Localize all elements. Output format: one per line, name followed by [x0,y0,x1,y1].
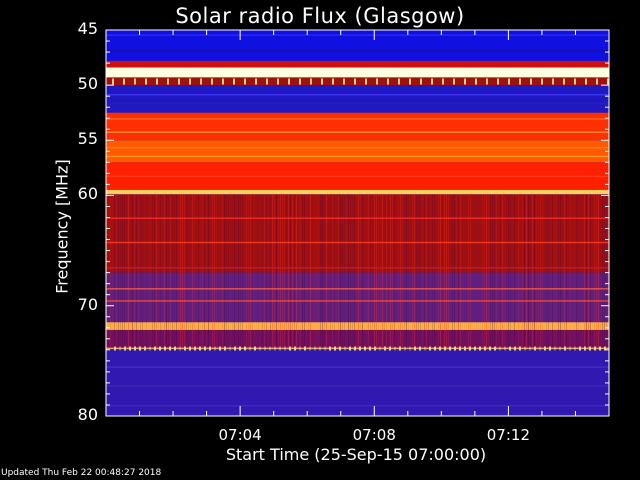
y-tick-label: 55 [77,129,98,149]
x-tick-label: 07:08 [352,426,396,444]
y-tick-label: 80 [77,405,98,424]
frequency-band-9 [106,194,609,273]
frequency-band-10 [106,272,609,323]
x-tick-label: 07:04 [218,426,262,444]
y-tick-label: 60 [77,184,98,204]
y-tick-label: 70 [77,294,98,314]
frequency-band-8 [106,189,609,195]
frequency-band-12 [106,329,609,350]
frequency-band-5 [106,112,609,141]
plot-frame [105,29,610,417]
frequency-band-3 [106,77,609,86]
frequency-band-6 [106,140,609,163]
frequency-band-1 [106,60,609,68]
frequency-band-4 [106,85,609,113]
frequency-band-11 [106,322,609,330]
updated-timestamp: Updated Thu Feb 22 00:48:27 2018 [1,468,162,478]
x-tick-label: 07:12 [486,426,530,444]
x-axis-label: Start Time (25-Sep-15 07:00:00) [225,445,487,464]
y-tick-label: 45 [77,19,98,38]
chart-title: Solar radio Flux (Glasgow) [175,4,465,28]
spectrogram-texture [106,34,609,407]
frequency-band-2 [106,67,609,78]
y-tick-label: 50 [77,74,98,94]
